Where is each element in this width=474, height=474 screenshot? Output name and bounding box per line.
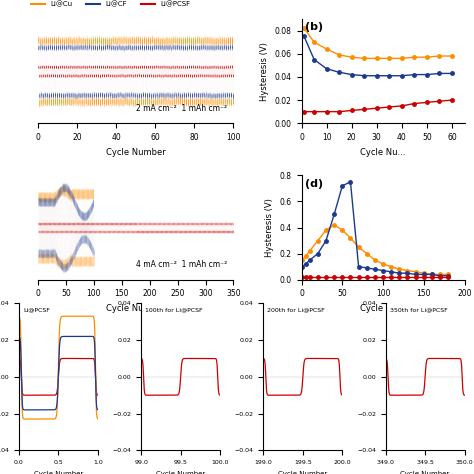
Y-axis label: Hysteresis (V): Hysteresis (V): [260, 42, 269, 100]
Text: 350th for Li@PCSF: 350th for Li@PCSF: [390, 308, 447, 313]
Text: 2 mA cm⁻²  1 mAh cm⁻²: 2 mA cm⁻² 1 mAh cm⁻²: [137, 104, 228, 113]
Text: 100th for Li@PCSF: 100th for Li@PCSF: [145, 308, 203, 313]
Legend: Li@Cu, Li@CF, Li@PCSF: Li@Cu, Li@CF, Li@PCSF: [28, 0, 194, 10]
X-axis label: Cycle Number: Cycle Number: [401, 471, 450, 474]
Text: (d): (d): [305, 179, 323, 189]
X-axis label: Cycle Nu...: Cycle Nu...: [360, 147, 406, 156]
X-axis label: Cycle Number: Cycle Number: [156, 471, 205, 474]
Y-axis label: Hysteresis (V): Hysteresis (V): [265, 198, 274, 257]
X-axis label: Cycle Number: Cycle Number: [106, 147, 165, 156]
X-axis label: Cycle Number: Cycle Number: [34, 471, 83, 474]
X-axis label: Cycle Number: Cycle Number: [106, 304, 165, 313]
Text: 200th for Li@PCSF: 200th for Li@PCSF: [267, 308, 325, 313]
Text: (b): (b): [305, 22, 323, 32]
Text: Li@PCSF: Li@PCSF: [23, 308, 50, 313]
X-axis label: Cycle Number: Cycle Number: [278, 471, 328, 474]
Text: 4 mA cm⁻²  1 mAh cm⁻²: 4 mA cm⁻² 1 mAh cm⁻²: [137, 260, 228, 269]
X-axis label: Cycle Nu...: Cycle Nu...: [360, 304, 406, 313]
